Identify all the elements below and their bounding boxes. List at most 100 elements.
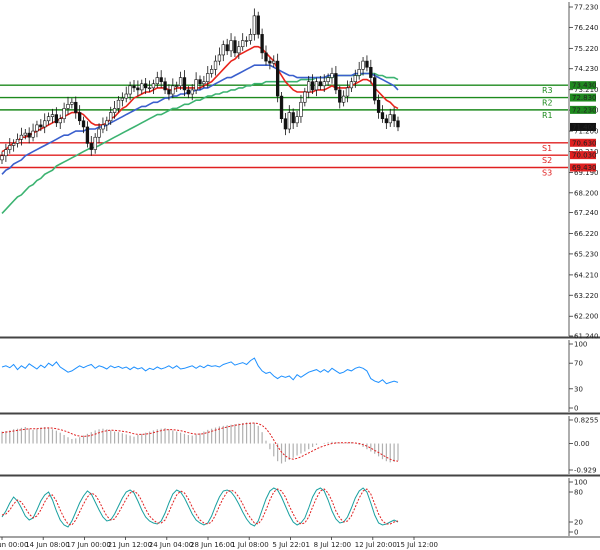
candle-body — [225, 44, 229, 52]
price-tick-label: 68.200 — [574, 189, 599, 197]
candle-body — [260, 34, 264, 54]
candle-body — [353, 75, 357, 82]
candle-body — [70, 101, 74, 105]
candle-body — [213, 60, 218, 70]
candle-body — [35, 124, 39, 132]
candle-body — [365, 60, 369, 68]
candle-body — [46, 116, 51, 122]
candle-body — [62, 108, 66, 120]
candle-body — [341, 95, 346, 103]
price-tick-label: 64.210 — [574, 271, 599, 279]
candle-body — [330, 73, 334, 78]
candle-body — [194, 79, 198, 91]
candle-body — [322, 81, 326, 87]
candle-body — [140, 83, 144, 91]
time-tick-label: 12 Jul 20:00 — [355, 541, 397, 549]
candle-body — [361, 60, 365, 70]
indicator-tick-label: 0.00 — [574, 440, 590, 448]
candle-body — [147, 87, 152, 89]
time-tick-label: 11 Jun 00:00 — [0, 541, 28, 549]
candle-body — [233, 40, 237, 54]
candle-body — [244, 40, 249, 42]
candle-body — [163, 81, 167, 91]
level-price-label: 72.230 — [572, 106, 597, 114]
candle-body — [43, 120, 47, 128]
candle-body — [143, 83, 148, 89]
time-tick-label: 8 Jul 12:00 — [314, 541, 352, 549]
candle-body — [58, 118, 62, 124]
candle-body — [303, 91, 307, 103]
level-price-box — [570, 151, 596, 160]
candle-body — [206, 73, 210, 82]
level-price-label: 70.030 — [572, 152, 597, 160]
candle-body — [77, 112, 82, 122]
panel-3-background — [0, 416, 568, 474]
price-tick-label: 73.210 — [574, 86, 599, 94]
candle-body — [376, 99, 381, 113]
candle-body — [283, 118, 288, 130]
candle-body — [392, 114, 396, 122]
candle-body — [396, 120, 400, 128]
time-tick-label: 28 Jun 16:00 — [190, 541, 234, 549]
last-price-box — [570, 122, 596, 131]
level-name-s3: S3 — [542, 168, 552, 177]
indicator-tick-label: 70 — [574, 360, 583, 368]
candle-body — [81, 120, 86, 128]
level-price-label: 69.430 — [572, 164, 597, 172]
candle-body — [8, 145, 12, 150]
candle-body — [237, 46, 241, 54]
candle-body — [252, 15, 257, 35]
candle-body — [11, 143, 16, 146]
candle-body — [27, 132, 31, 138]
candle-body — [291, 112, 295, 124]
candle-body — [0, 155, 4, 161]
candle-body — [241, 40, 245, 48]
candle-body — [175, 85, 179, 87]
candle-body — [132, 85, 136, 89]
candle-body — [167, 89, 171, 95]
candle-body — [334, 73, 338, 91]
candle-body — [97, 128, 101, 138]
price-tick-label: 65.230 — [574, 250, 599, 258]
candle-body — [279, 95, 284, 120]
candle-body — [4, 149, 8, 157]
indicator-tick-label: 0 — [574, 405, 578, 413]
panel-1-background — [0, 2, 568, 336]
candle-body — [229, 40, 233, 52]
candle-body — [384, 118, 389, 124]
price-tick-label: 74.230 — [574, 65, 599, 73]
candle-body — [338, 89, 342, 103]
candle-body — [124, 93, 128, 99]
candle-body — [202, 81, 206, 85]
candle-body — [256, 15, 260, 35]
candle-body — [128, 85, 132, 95]
candle-body — [299, 101, 303, 117]
candle-body — [272, 60, 276, 64]
candle-body — [159, 77, 163, 82]
candle-body — [136, 87, 140, 91]
candle-body — [295, 116, 299, 124]
candle-body — [369, 66, 373, 78]
price-tick-label: 71.200 — [574, 128, 599, 136]
panel-4-background — [0, 478, 568, 536]
candle-body — [15, 138, 20, 144]
candle-body — [112, 108, 117, 113]
candle-body — [155, 77, 159, 85]
panel-2-background — [0, 340, 568, 412]
level-price-box — [570, 163, 596, 172]
price-tick-label: 66.220 — [574, 230, 599, 238]
level-price-box — [570, 105, 596, 114]
candle-body — [31, 130, 35, 138]
candle-body — [93, 136, 97, 150]
candle-body — [105, 120, 109, 126]
level-name-r2: R2 — [542, 99, 553, 108]
price-tick-label: 77.230 — [574, 4, 599, 12]
candle-body — [248, 34, 253, 41]
level-name-r3: R3 — [542, 86, 553, 95]
level-price-label: 73.430 — [572, 82, 597, 90]
level-price-box — [570, 138, 596, 147]
candle-body — [116, 99, 121, 109]
price-tick-label: 63.220 — [574, 292, 599, 300]
time-tick-label: 1 Jul 08:00 — [231, 541, 269, 549]
candle-body — [307, 81, 311, 93]
